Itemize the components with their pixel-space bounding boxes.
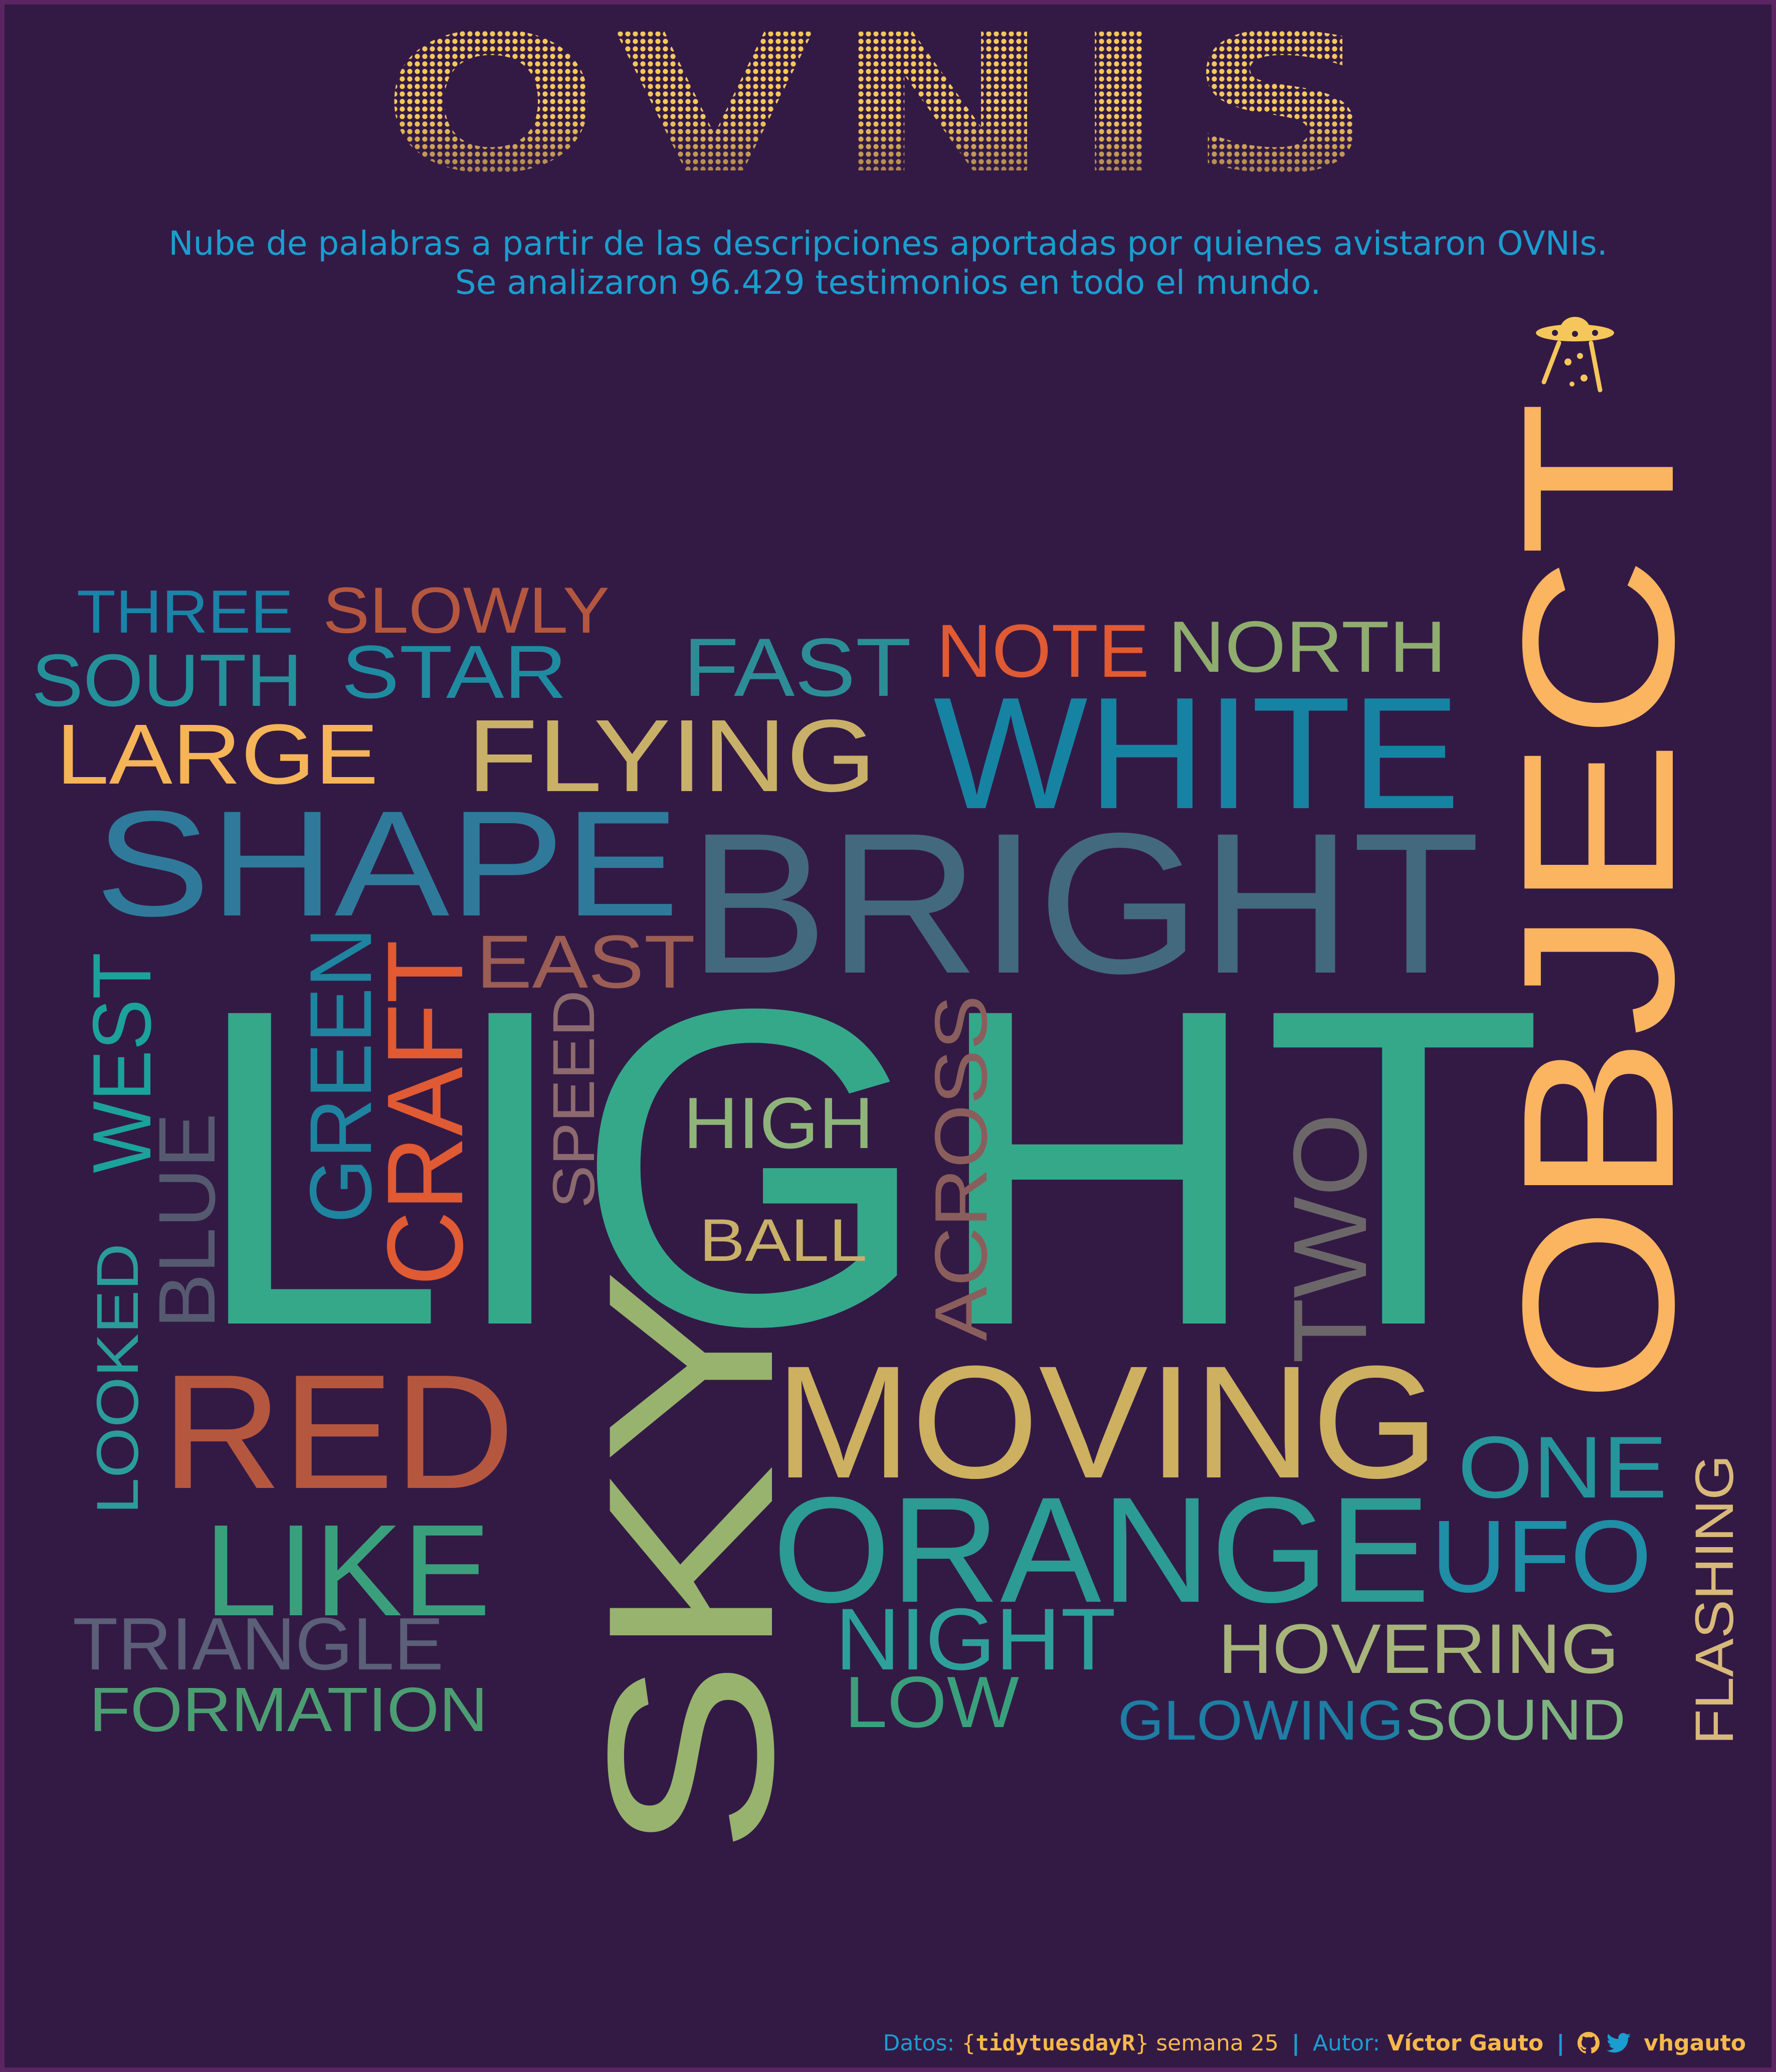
word-night: NIGHT xyxy=(835,1591,1116,1688)
footer-author: Víctor Gauto xyxy=(1387,2030,1544,2056)
word-slowly: SLOWLY xyxy=(323,574,610,647)
word-red: RED xyxy=(161,1341,515,1523)
word-ufo: UFO xyxy=(1431,1499,1652,1614)
word-looked: LOOKED xyxy=(85,1243,151,1514)
word-sky: SKY xyxy=(559,1268,822,1855)
word-craft: CRAFT xyxy=(364,940,485,1286)
footer-separator-2: | xyxy=(1556,2030,1565,2056)
word-white: WHITE xyxy=(933,664,1460,842)
footer-handle: vhgauto xyxy=(1644,2030,1746,2056)
subtitle-line-2: Se analizaron 96.429 testimonios en todo… xyxy=(455,263,1321,302)
footer-package: tidytuesdayR xyxy=(975,2030,1135,2056)
footer-caption: Datos: {tidytuesdayR} semana 25 | Autor:… xyxy=(883,2030,1746,2056)
title-graphic: OVNIS xyxy=(381,0,1394,211)
word-three: THREE xyxy=(77,578,293,646)
footer-brace-close: } xyxy=(1135,2030,1149,2056)
word-east: EAST xyxy=(476,919,695,1004)
word-two: TWO xyxy=(1272,1113,1389,1364)
word-object: OBJECT xyxy=(1478,401,1719,1404)
footer-separator: | xyxy=(1291,2030,1300,2056)
word-bright: BRIGHT xyxy=(688,791,1480,1015)
word-low: LOW xyxy=(845,1661,1019,1743)
word-across: ACROSS xyxy=(920,995,1003,1341)
word-speed: SPEED xyxy=(541,990,607,1208)
word-fast: FAST xyxy=(683,621,911,713)
word-south: SOUTH xyxy=(32,639,302,722)
word-moving: MOVING xyxy=(775,1332,1439,1512)
word-one: ONE xyxy=(1458,1419,1667,1517)
word-note: NOTE xyxy=(936,609,1149,693)
word-triangle: TRIANGLE xyxy=(73,1603,444,1685)
word-light: LIGHT xyxy=(190,915,1544,1419)
title-text: OVNIS xyxy=(381,0,1394,211)
word-orange: ORANGE xyxy=(772,1465,1430,1634)
word-blue: BLUE xyxy=(142,1113,232,1329)
github-icon xyxy=(1577,2032,1600,2053)
ufo-icon xyxy=(1536,317,1614,393)
word-west: WEST xyxy=(76,953,168,1173)
word-hovering: HOVERING xyxy=(1218,1609,1619,1688)
word-formation: FORMATION xyxy=(89,1675,488,1745)
footer-datos-label: Datos: xyxy=(883,2030,955,2056)
word-large: LARGE xyxy=(56,707,378,802)
word-north: NORTH xyxy=(1168,606,1446,687)
word-high: HIGH xyxy=(683,1082,874,1164)
subtitle-line-1: Nube de palabras a partir de las descrip… xyxy=(168,224,1608,263)
footer-week: semana 25 xyxy=(1156,2030,1279,2056)
twitter-icon xyxy=(1607,2033,1631,2053)
word-like: LIKE xyxy=(204,1498,491,1643)
word-glowing: GLOWING xyxy=(1118,1689,1404,1752)
footer-autor-label: Autor: xyxy=(1312,2030,1380,2056)
word-shape: SHAPE xyxy=(95,779,679,948)
word-ball: BALL xyxy=(699,1207,867,1274)
word-star: STAR xyxy=(341,630,567,714)
word-flashing: FLASHING xyxy=(1684,1455,1744,1745)
footer-brace-open: { xyxy=(961,2030,976,2056)
word-green: GREEN xyxy=(292,927,390,1223)
word-flying: FLYING xyxy=(467,698,876,813)
word-sound: SOUND xyxy=(1405,1688,1626,1752)
